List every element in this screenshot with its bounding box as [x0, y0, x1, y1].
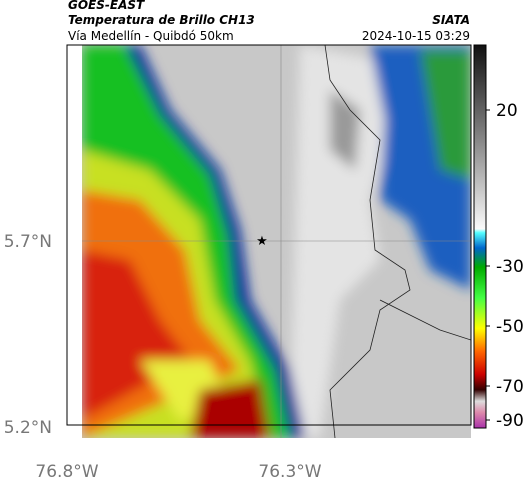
- lon-label: 76.3°W: [258, 462, 321, 482]
- map: ★: [82, 45, 471, 438]
- lat-label: 5.2°N: [4, 418, 52, 438]
- lon-label: 76.8°W: [35, 462, 98, 482]
- source: SIATA: [432, 13, 470, 27]
- lat-label: 5.7°N: [4, 232, 52, 252]
- region: Vía Medellín - Quibdó 50km: [68, 29, 234, 43]
- colorbar: [473, 44, 487, 429]
- colorbar-label: -30: [496, 257, 524, 277]
- product: Temperatura de Brillo CH13: [68, 13, 255, 27]
- colorbar-label: -50: [496, 317, 524, 337]
- timestamp: 2024-10-15 03:29: [362, 29, 470, 43]
- colorbar-ticks: [486, 109, 490, 421]
- colorbar-label: -70: [496, 377, 524, 397]
- location-star: ★: [256, 234, 268, 249]
- colorbar-label: -90: [496, 411, 524, 431]
- colorbar-label: 20: [496, 101, 518, 121]
- satellite: GOES-EAST: [68, 0, 145, 12]
- map-frame: [66, 44, 472, 426]
